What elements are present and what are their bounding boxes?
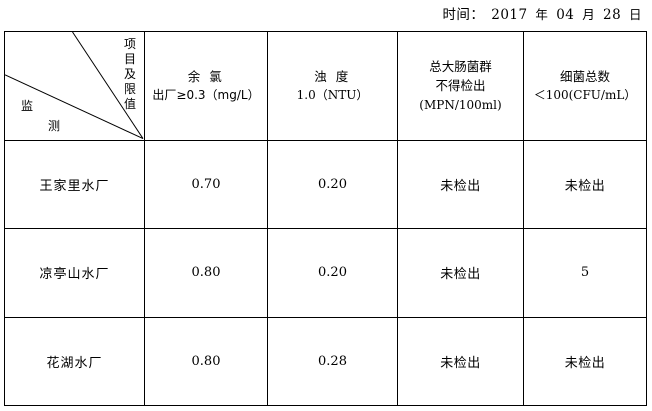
corner-item-char-1: 目 (123, 52, 136, 66)
column-header-spec: 1.0（NTU） (296, 88, 369, 103)
cell-turbidity: 0.20 (267, 139, 398, 230)
column-header-name: 总大肠菌群 (429, 59, 492, 75)
date-label: 时间： (442, 7, 485, 23)
cell-total-coliform: 未检出 (397, 316, 524, 407)
corner-item-char-3: 限 (123, 82, 136, 96)
date-month-unit: 月 (582, 7, 596, 22)
corner-item-char-4: 值 (123, 97, 136, 111)
cell-plant-name: 凉亭山水厂 (4, 228, 145, 318)
table-header-row: 项 目 及 限 值 监 测 结 果 水 厂 名 称 (4, 31, 647, 141)
cell-plant-name: 王家里水厂 (4, 139, 145, 230)
column-header-spec: (MPN/100ml) (419, 97, 502, 112)
cell-total-bacteria: 未检出 (523, 316, 647, 407)
cell-total-coliform: 未检出 (397, 228, 524, 318)
column-header-name: 浊 度 (314, 68, 351, 84)
cell-total-bacteria: 5 (523, 228, 647, 318)
cell-total-bacteria: 未检出 (523, 139, 647, 230)
date-month: 04 (556, 7, 575, 23)
corner-label-item-limit: 项 目 及 限 值 (122, 37, 138, 112)
corner-result-char-1: 测 (48, 118, 61, 133)
report-date: 时间： 2017 年 04 月 28 日 (442, 3, 643, 23)
column-header-turbidity: 浊 度 1.0（NTU） (267, 31, 398, 141)
cell-turbidity: 0.20 (267, 228, 398, 318)
table-row: 王家里水厂 0.70 0.20 未检出 未检出 (4, 139, 647, 230)
column-header-spec: 出厂≥0.3（mg/L） (152, 88, 260, 103)
column-header-residual-chlorine: 余 氯 出厂≥0.3（mg/L） (144, 31, 268, 141)
cell-residual-chlorine: 0.80 (144, 316, 268, 407)
corner-item-char-0: 项 (123, 37, 136, 51)
cell-plant-name: 花湖水厂 (4, 316, 145, 407)
cell-residual-chlorine: 0.70 (144, 139, 268, 230)
column-header-total-coliform: 总大肠菌群 不得检出 (MPN/100ml) (397, 31, 524, 141)
diagonal-divider-icon (5, 32, 144, 140)
column-header-name: 细菌总数 (559, 68, 610, 84)
cell-residual-chlorine: 0.80 (144, 228, 268, 318)
column-header-total-bacteria: 细菌总数 ＜100(CFU/mL） (523, 31, 647, 141)
date-year: 2017 (491, 7, 528, 23)
date-day: 28 (603, 7, 622, 23)
date-day-unit: 日 (628, 7, 642, 22)
date-year-unit: 年 (535, 7, 549, 22)
column-header-name: 余 氯 (187, 68, 225, 84)
corner-item-char-2: 及 (123, 67, 136, 81)
column-header-name-line2: 不得检出 (435, 78, 486, 94)
cell-total-coliform: 未检出 (397, 139, 524, 230)
water-quality-table: 项 目 及 限 值 监 测 结 果 水 厂 名 称 (4, 31, 647, 407)
table-row: 花湖水厂 0.80 0.28 未检出 未检出 (4, 316, 647, 407)
corner-result-char-0: 监 (21, 98, 34, 113)
table-row: 凉亭山水厂 0.80 0.20 未检出 5 (4, 228, 647, 318)
column-header-spec: ＜100(CFU/mL） (533, 88, 637, 103)
cell-turbidity: 0.28 (267, 316, 398, 407)
corner-header-cell: 项 目 及 限 值 监 测 结 果 水 厂 名 称 (4, 31, 145, 141)
